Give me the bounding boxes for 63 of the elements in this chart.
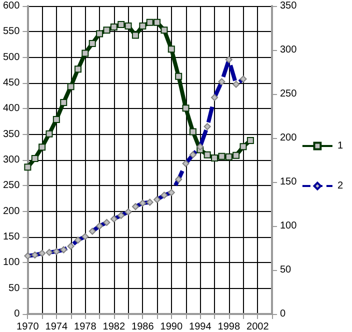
x-tick-label: 2002 [246,322,270,332]
y2-tick-label: 150 [280,176,298,188]
point [74,66,82,73]
x-tick-label: 1982 [102,322,126,332]
point [132,32,139,39]
point [240,143,247,150]
point [189,128,196,136]
x-tick-label: 1974 [45,322,68,332]
point [103,26,110,34]
point [46,130,53,138]
point [82,50,89,57]
y-tick-label: 0 [14,308,20,320]
point [124,22,132,30]
point [31,154,38,162]
y2-tick-label: 100 [280,220,298,232]
point [175,72,182,80]
y2-tick-label: 250 [280,88,298,100]
point [225,153,232,160]
x-tick-label: 1994 [189,322,212,332]
point [211,154,218,162]
y-tick-label: 600 [2,0,20,12]
point [182,104,190,112]
point [168,46,175,53]
x-tick-label: 1978 [74,322,97,332]
x-tick-label: 1970 [16,322,40,332]
point [246,136,254,144]
y-tick-label: 300 [2,154,20,166]
point [204,151,211,158]
point [232,152,240,159]
point [38,144,46,151]
y-tick-label: 50 [8,282,20,294]
y-tick-label: 550 [2,26,20,38]
y-tick-label: 450 [2,78,20,88]
y-tick-label: 500 [2,52,20,63]
legend-label: 2 [337,180,344,192]
y2-tick-label: 300 [280,44,298,56]
point [96,30,104,38]
y-tick-label: 100 [2,257,20,268]
point [60,99,68,106]
y2-tick-label: 350 [280,0,298,12]
y-tick-label: 250 [2,180,20,192]
x-tick-label: 1990 [160,322,183,332]
point [118,20,125,28]
point [218,152,226,160]
point [24,164,32,171]
point [67,83,74,90]
x-tick-label: 1986 [132,322,154,332]
y2-tick-label: 0 [280,308,286,320]
y-tick-label: 200 [2,206,20,217]
y2-tick-label: 50 [280,264,292,276]
point [88,40,96,47]
point [52,116,60,123]
y-tick-label: 350 [2,128,20,140]
x-tick-label: 1998 [218,322,240,332]
point [160,26,168,34]
point [139,22,146,30]
point [146,18,154,26]
y2-tick-label: 200 [280,132,298,144]
point [110,24,118,31]
point [154,18,161,26]
y-tick-label: 400 [2,103,20,114]
legend-label: 1 [337,140,344,152]
y-tick-label: 150 [2,232,20,242]
